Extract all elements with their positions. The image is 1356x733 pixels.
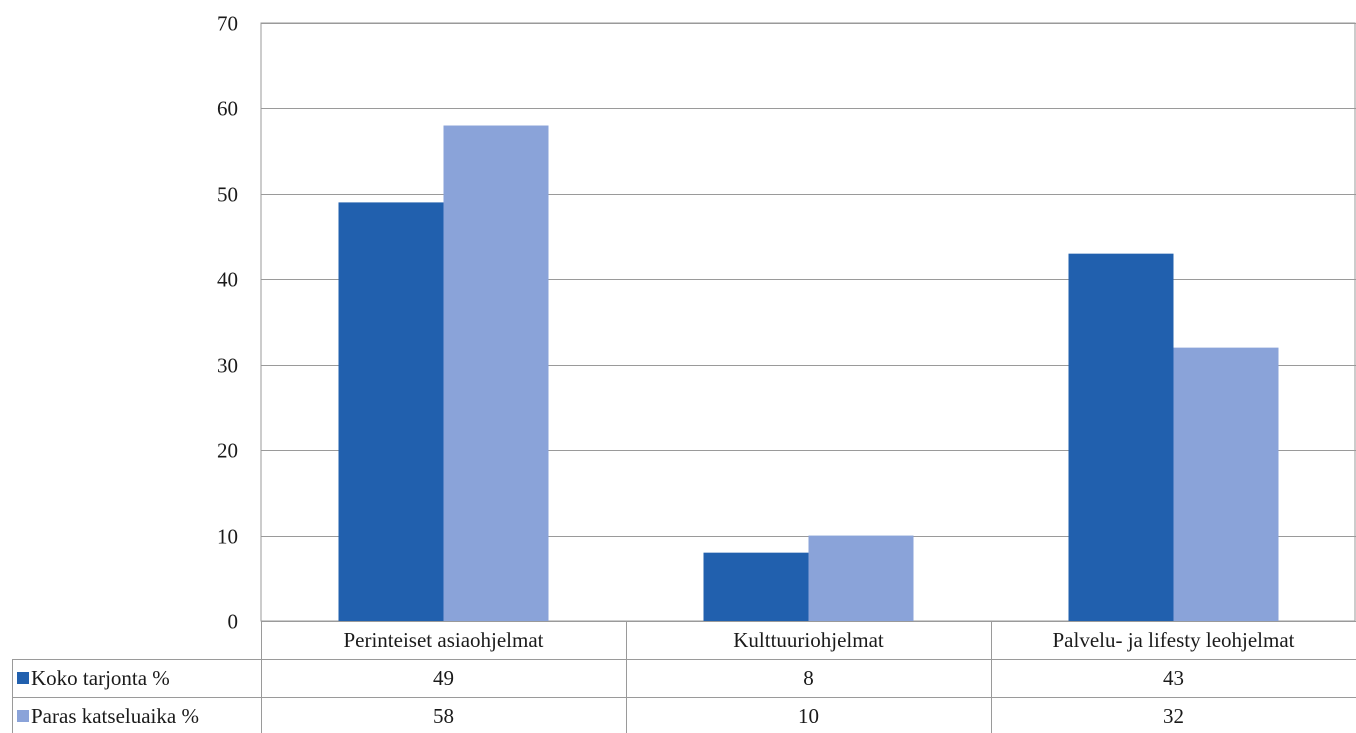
data-label: 58 bbox=[433, 704, 454, 728]
bar-koko-tarjonta bbox=[703, 552, 809, 621]
bar-koko-tarjonta bbox=[338, 202, 444, 621]
category-label: Kulttuuriohjelmat bbox=[733, 628, 884, 652]
y-tick-label: 20 bbox=[217, 439, 238, 463]
category-label: Palvelu- ja lifesty leohjelmat bbox=[1052, 628, 1294, 652]
y-tick-label: 10 bbox=[217, 525, 238, 549]
bar-paras-katseluaika bbox=[1173, 347, 1279, 621]
data-label: 8 bbox=[803, 666, 814, 690]
y-tick-label: 70 bbox=[217, 12, 238, 36]
legend-label: Koko tarjonta % bbox=[31, 666, 170, 690]
bar-paras-katseluaika bbox=[443, 125, 549, 621]
legend-label: Paras katseluaika % bbox=[31, 704, 199, 728]
legend-swatch bbox=[17, 710, 29, 722]
legend-swatch bbox=[17, 672, 29, 684]
category-label: Perinteiset asiaohjelmat bbox=[343, 628, 543, 652]
y-tick-label: 0 bbox=[228, 610, 239, 634]
data-label: 43 bbox=[1163, 666, 1184, 690]
data-label: 10 bbox=[798, 704, 819, 728]
y-tick-label: 40 bbox=[217, 268, 238, 292]
y-tick-label: 30 bbox=[217, 354, 238, 378]
data-label: 32 bbox=[1163, 704, 1184, 728]
y-tick-label: 60 bbox=[217, 97, 238, 121]
bar-paras-katseluaika bbox=[808, 535, 914, 621]
bar-koko-tarjonta bbox=[1068, 253, 1174, 621]
y-tick-label: 50 bbox=[217, 183, 238, 207]
data-label: 49 bbox=[433, 666, 454, 690]
